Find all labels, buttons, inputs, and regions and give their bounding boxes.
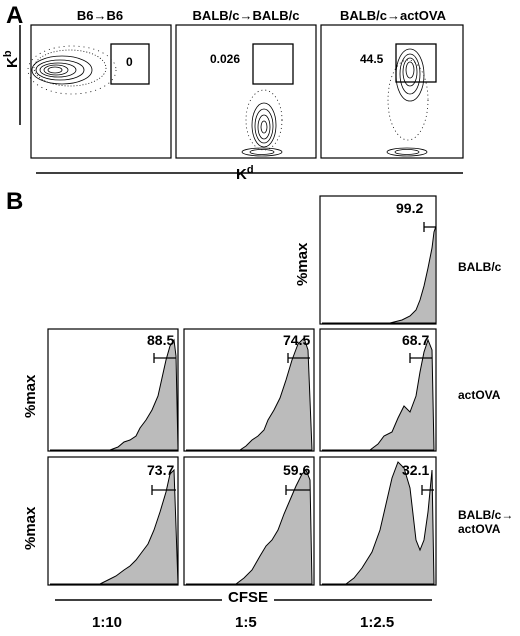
panel-a-letter: A [6, 2, 24, 29]
pct-bot-3: 32.1 [402, 462, 430, 478]
histogram-bot-2 [186, 469, 313, 585]
histogram-bot-3 [322, 461, 435, 585]
row-label-actova: actOVA [458, 388, 501, 402]
ratio-3: 1:2.5 [360, 614, 395, 631]
histogram-mid-2 [186, 337, 313, 451]
panel-a-y-label: Kb [2, 50, 21, 68]
histogram-frame-bot-1 [47, 456, 179, 586]
dotplot-frame-1 [30, 24, 172, 159]
histogram-mid-3 [322, 338, 435, 451]
pct-mid-2: 74.5 [283, 332, 311, 348]
pct-bot-1: 73.7 [147, 462, 175, 478]
row-label-balbc: BALB/c [458, 260, 502, 274]
gate-value-1: 0 [126, 55, 133, 69]
gate-2 [252, 43, 294, 85]
panel-a-title-1: B6→B6 [76, 8, 124, 23]
ratio-2: 1:5 [235, 614, 257, 631]
gate-3 [395, 43, 437, 83]
population-1 [27, 45, 117, 95]
histogram-frame-mid-1 [47, 328, 179, 452]
pct-balbc: 99.2 [396, 200, 424, 216]
row-label-balbc-actova: BALB/c→ actOVA [458, 508, 514, 536]
pct-mid-1: 88.5 [147, 332, 175, 348]
histogram-frame-bot-3 [319, 456, 437, 586]
panel-b-letter: B [6, 188, 24, 215]
ylabel-mid: %max [22, 374, 39, 418]
panel-a-title-3: BALB/c→actOVA [340, 8, 446, 23]
panel-a-x-label: Kd [236, 164, 254, 183]
pct-mid-3: 68.7 [402, 332, 430, 348]
ylabel-bot: %max [22, 506, 39, 550]
gate-1 [110, 43, 150, 85]
ylabel-balbc: %max [294, 242, 311, 286]
dotplot-frame-3 [320, 24, 464, 159]
histogram-balbc [322, 225, 437, 324]
population-3 [386, 48, 429, 157]
histogram-mid-1 [50, 338, 179, 451]
pct-bot-2: 59.6 [283, 462, 311, 478]
ratio-1: 1:10 [92, 614, 123, 631]
histogram-frame-bot-2 [183, 456, 315, 586]
population-2 [241, 89, 283, 157]
gate-value-3: 44.5 [360, 52, 384, 66]
panel-b-x-label: CFSE [222, 589, 275, 606]
histogram-bot-1 [50, 468, 179, 585]
panel-a-title-2: BALB/c→BALB/c [192, 8, 300, 23]
dotplot-frame-2 [175, 24, 317, 159]
gate-value-2: 0.026 [210, 52, 241, 66]
histogram-frame-mid-3 [319, 328, 437, 452]
histogram-frame-mid-2 [183, 328, 315, 452]
